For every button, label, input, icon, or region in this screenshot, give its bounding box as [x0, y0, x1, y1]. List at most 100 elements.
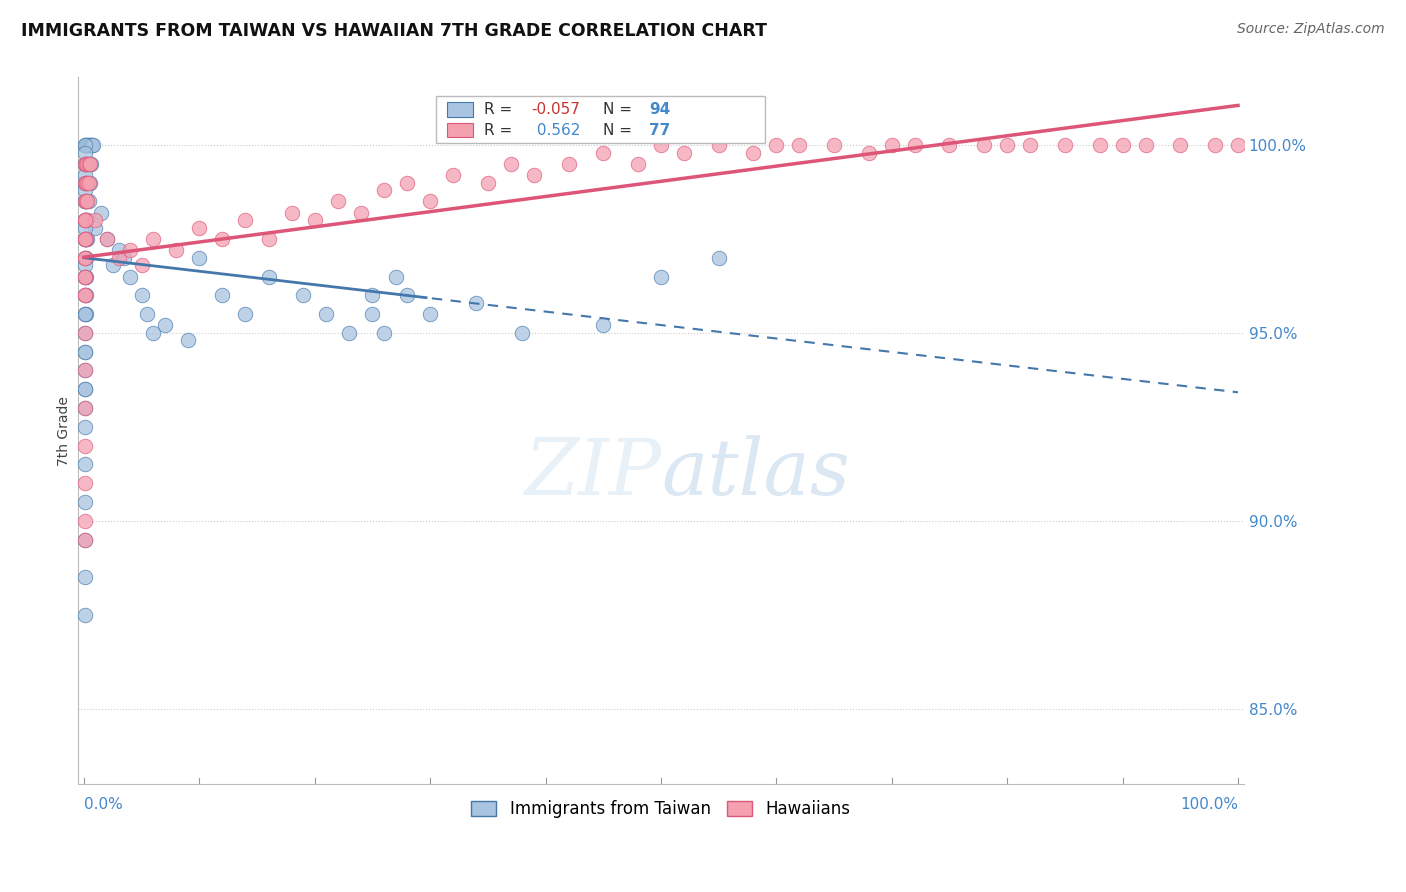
- Point: [627, 157, 650, 171]
- Point: [858, 145, 880, 160]
- Point: [142, 232, 165, 246]
- Point: [73, 213, 96, 227]
- Point: [1204, 138, 1226, 153]
- Point: [350, 205, 373, 219]
- Point: [75, 213, 97, 227]
- Point: [76, 138, 98, 153]
- Y-axis label: 7th Grade: 7th Grade: [58, 396, 72, 466]
- Point: [76, 194, 98, 209]
- Point: [79, 138, 101, 153]
- Point: [280, 205, 302, 219]
- Point: [315, 307, 337, 321]
- Point: [131, 288, 153, 302]
- Point: [101, 258, 124, 272]
- Point: [120, 269, 142, 284]
- Text: R =: R =: [485, 102, 517, 117]
- Point: [73, 213, 96, 227]
- Point: [499, 157, 522, 171]
- Point: [84, 213, 107, 227]
- Point: [73, 176, 96, 190]
- Point: [79, 157, 101, 171]
- Point: [75, 157, 97, 171]
- Point: [73, 220, 96, 235]
- Point: [557, 157, 579, 171]
- Text: R =: R =: [485, 122, 517, 137]
- Point: [789, 138, 811, 153]
- Point: [292, 288, 315, 302]
- Point: [77, 176, 100, 190]
- Point: [73, 157, 96, 171]
- Point: [73, 514, 96, 528]
- Point: [235, 307, 257, 321]
- Point: [73, 307, 96, 321]
- Point: [477, 176, 499, 190]
- Point: [76, 176, 98, 190]
- Point: [73, 607, 96, 622]
- Point: [396, 288, 419, 302]
- Point: [73, 420, 96, 434]
- Point: [419, 194, 441, 209]
- Point: [73, 232, 96, 246]
- Point: [73, 326, 96, 340]
- Point: [73, 194, 96, 209]
- Text: N =: N =: [603, 122, 637, 137]
- Point: [73, 176, 96, 190]
- Point: [120, 244, 142, 258]
- Point: [75, 269, 97, 284]
- Point: [75, 232, 97, 246]
- Bar: [447, 123, 472, 137]
- Point: [107, 251, 129, 265]
- Point: [73, 439, 96, 453]
- Point: [904, 138, 927, 153]
- Point: [73, 258, 96, 272]
- Text: 0.562: 0.562: [531, 122, 581, 137]
- Point: [707, 251, 730, 265]
- Point: [361, 288, 384, 302]
- Point: [76, 232, 98, 246]
- Point: [396, 176, 419, 190]
- Point: [73, 213, 96, 227]
- Point: [73, 363, 96, 377]
- Point: [79, 157, 101, 171]
- Point: [73, 401, 96, 415]
- Point: [73, 288, 96, 302]
- Point: [650, 269, 672, 284]
- Point: [107, 244, 129, 258]
- FancyBboxPatch shape: [436, 96, 765, 144]
- Point: [77, 138, 100, 153]
- Text: N =: N =: [603, 102, 637, 117]
- Point: [75, 232, 97, 246]
- Point: [75, 176, 97, 190]
- Point: [73, 269, 96, 284]
- Point: [73, 382, 96, 396]
- Point: [373, 183, 395, 197]
- Text: 77: 77: [650, 122, 671, 137]
- Point: [419, 307, 441, 321]
- Point: [673, 145, 696, 160]
- Point: [75, 213, 97, 227]
- Point: [304, 213, 326, 227]
- Point: [73, 458, 96, 472]
- Point: [938, 138, 960, 153]
- Point: [73, 138, 96, 153]
- Point: [73, 533, 96, 547]
- Text: Source: ZipAtlas.com: Source: ZipAtlas.com: [1237, 22, 1385, 37]
- Point: [75, 307, 97, 321]
- Point: [80, 138, 103, 153]
- Point: [73, 157, 96, 171]
- Point: [73, 176, 96, 190]
- Point: [73, 157, 96, 171]
- Point: [75, 194, 97, 209]
- Point: [1053, 138, 1076, 153]
- Point: [82, 138, 104, 153]
- Text: 0.0%: 0.0%: [84, 797, 122, 812]
- Point: [73, 213, 96, 227]
- Point: [73, 168, 96, 182]
- Point: [1111, 138, 1133, 153]
- Point: [76, 213, 98, 227]
- Point: [211, 288, 233, 302]
- Point: [1088, 138, 1111, 153]
- Point: [112, 251, 135, 265]
- Point: [77, 194, 100, 209]
- Point: [765, 138, 787, 153]
